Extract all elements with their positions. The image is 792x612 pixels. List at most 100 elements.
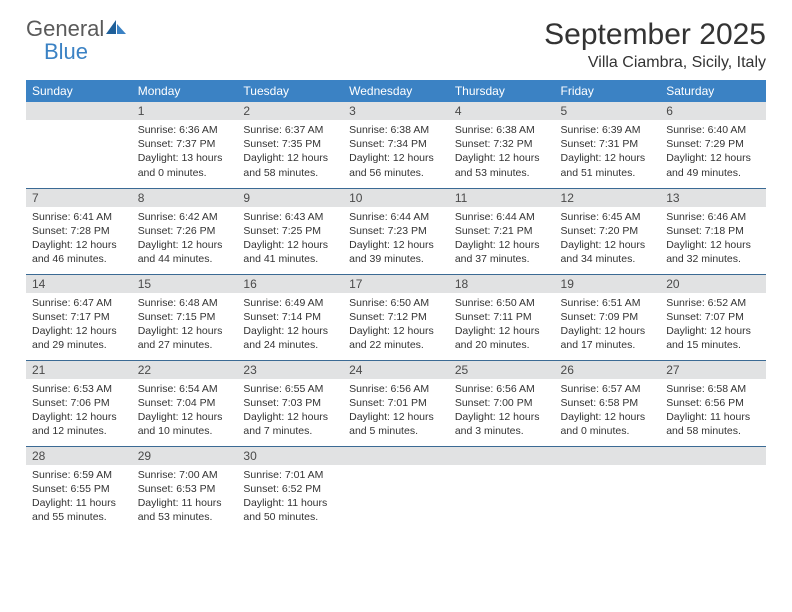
daylight-text: Daylight: 11 hours and 58 minutes. xyxy=(666,410,760,438)
day-number xyxy=(343,447,449,465)
day-number: 21 xyxy=(26,361,132,379)
calendar-cell xyxy=(660,446,766,532)
sunrise-text: Sunrise: 6:58 AM xyxy=(666,382,760,396)
daylight-text: Daylight: 12 hours and 44 minutes. xyxy=(138,238,232,266)
sunrise-text: Sunrise: 7:00 AM xyxy=(138,468,232,482)
calendar-week: 1Sunrise: 6:36 AMSunset: 7:37 PMDaylight… xyxy=(26,102,766,188)
day-number xyxy=(660,447,766,465)
day-number: 25 xyxy=(449,361,555,379)
day-details: Sunrise: 6:59 AMSunset: 6:55 PMDaylight:… xyxy=(26,465,132,529)
calendar-week: 28Sunrise: 6:59 AMSunset: 6:55 PMDayligh… xyxy=(26,446,766,532)
day-number: 18 xyxy=(449,275,555,293)
sunset-text: Sunset: 7:26 PM xyxy=(138,224,232,238)
day-number xyxy=(449,447,555,465)
daylight-text: Daylight: 12 hours and 51 minutes. xyxy=(561,151,655,179)
daylight-text: Daylight: 12 hours and 56 minutes. xyxy=(349,151,443,179)
day-number: 1 xyxy=(132,102,238,120)
day-number: 29 xyxy=(132,447,238,465)
calendar-cell: 23Sunrise: 6:55 AMSunset: 7:03 PMDayligh… xyxy=(237,360,343,446)
day-number: 24 xyxy=(343,361,449,379)
daylight-text: Daylight: 12 hours and 39 minutes. xyxy=(349,238,443,266)
sunset-text: Sunset: 7:23 PM xyxy=(349,224,443,238)
daylight-text: Daylight: 12 hours and 41 minutes. xyxy=(243,238,337,266)
sunset-text: Sunset: 7:03 PM xyxy=(243,396,337,410)
calendar-cell: 4Sunrise: 6:38 AMSunset: 7:32 PMDaylight… xyxy=(449,102,555,188)
sunrise-text: Sunrise: 6:43 AM xyxy=(243,210,337,224)
day-number: 7 xyxy=(26,189,132,207)
day-details: Sunrise: 6:44 AMSunset: 7:23 PMDaylight:… xyxy=(343,207,449,271)
day-number: 3 xyxy=(343,102,449,120)
daylight-text: Daylight: 12 hours and 53 minutes. xyxy=(455,151,549,179)
calendar-cell: 15Sunrise: 6:48 AMSunset: 7:15 PMDayligh… xyxy=(132,274,238,360)
calendar-cell: 10Sunrise: 6:44 AMSunset: 7:23 PMDayligh… xyxy=(343,188,449,274)
sunset-text: Sunset: 7:15 PM xyxy=(138,310,232,324)
sunset-text: Sunset: 7:06 PM xyxy=(32,396,126,410)
sunset-text: Sunset: 6:53 PM xyxy=(138,482,232,496)
day-number xyxy=(555,447,661,465)
calendar-cell: 26Sunrise: 6:57 AMSunset: 6:58 PMDayligh… xyxy=(555,360,661,446)
sunrise-text: Sunrise: 6:44 AM xyxy=(349,210,443,224)
calendar-cell xyxy=(555,446,661,532)
sunset-text: Sunset: 7:00 PM xyxy=(455,396,549,410)
day-header: Tuesday xyxy=(237,80,343,102)
sunrise-text: Sunrise: 6:59 AM xyxy=(32,468,126,482)
sunrise-text: Sunrise: 6:37 AM xyxy=(243,123,337,137)
logo-word1: General xyxy=(26,16,104,41)
daylight-text: Daylight: 12 hours and 22 minutes. xyxy=(349,324,443,352)
daylight-text: Daylight: 11 hours and 50 minutes. xyxy=(243,496,337,524)
daylight-text: Daylight: 12 hours and 34 minutes. xyxy=(561,238,655,266)
daylight-text: Daylight: 12 hours and 58 minutes. xyxy=(243,151,337,179)
day-number: 13 xyxy=(660,189,766,207)
page-header: General Blue September 2025 Villa Ciambr… xyxy=(26,18,766,72)
sunset-text: Sunset: 7:32 PM xyxy=(455,137,549,151)
daylight-text: Daylight: 12 hours and 5 minutes. xyxy=(349,410,443,438)
daylight-text: Daylight: 12 hours and 49 minutes. xyxy=(666,151,760,179)
day-details: Sunrise: 6:41 AMSunset: 7:28 PMDaylight:… xyxy=(26,207,132,271)
day-details xyxy=(449,465,555,521)
calendar-week: 7Sunrise: 6:41 AMSunset: 7:28 PMDaylight… xyxy=(26,188,766,274)
sunrise-text: Sunrise: 6:47 AM xyxy=(32,296,126,310)
day-details: Sunrise: 6:52 AMSunset: 7:07 PMDaylight:… xyxy=(660,293,766,357)
sunset-text: Sunset: 7:04 PM xyxy=(138,396,232,410)
day-details: Sunrise: 6:38 AMSunset: 7:32 PMDaylight:… xyxy=(449,120,555,184)
location-label: Villa Ciambra, Sicily, Italy xyxy=(544,54,766,72)
day-details: Sunrise: 6:48 AMSunset: 7:15 PMDaylight:… xyxy=(132,293,238,357)
sunrise-text: Sunrise: 6:36 AM xyxy=(138,123,232,137)
day-number: 9 xyxy=(237,189,343,207)
day-header: Monday xyxy=(132,80,238,102)
sunset-text: Sunset: 7:01 PM xyxy=(349,396,443,410)
daylight-text: Daylight: 13 hours and 0 minutes. xyxy=(138,151,232,179)
sunrise-text: Sunrise: 6:51 AM xyxy=(561,296,655,310)
day-number: 14 xyxy=(26,275,132,293)
day-number: 26 xyxy=(555,361,661,379)
day-details: Sunrise: 6:36 AMSunset: 7:37 PMDaylight:… xyxy=(132,120,238,184)
day-details: Sunrise: 7:01 AMSunset: 6:52 PMDaylight:… xyxy=(237,465,343,529)
day-details: Sunrise: 7:00 AMSunset: 6:53 PMDaylight:… xyxy=(132,465,238,529)
day-number: 4 xyxy=(449,102,555,120)
sunset-text: Sunset: 7:17 PM xyxy=(32,310,126,324)
daylight-text: Daylight: 11 hours and 53 minutes. xyxy=(138,496,232,524)
sunset-text: Sunset: 6:55 PM xyxy=(32,482,126,496)
calendar-cell: 24Sunrise: 6:56 AMSunset: 7:01 PMDayligh… xyxy=(343,360,449,446)
calendar-cell: 30Sunrise: 7:01 AMSunset: 6:52 PMDayligh… xyxy=(237,446,343,532)
calendar-cell: 21Sunrise: 6:53 AMSunset: 7:06 PMDayligh… xyxy=(26,360,132,446)
daylight-text: Daylight: 12 hours and 27 minutes. xyxy=(138,324,232,352)
calendar-cell: 29Sunrise: 7:00 AMSunset: 6:53 PMDayligh… xyxy=(132,446,238,532)
calendar-cell: 28Sunrise: 6:59 AMSunset: 6:55 PMDayligh… xyxy=(26,446,132,532)
sunset-text: Sunset: 7:21 PM xyxy=(455,224,549,238)
sunrise-text: Sunrise: 6:49 AM xyxy=(243,296,337,310)
calendar-cell: 16Sunrise: 6:49 AMSunset: 7:14 PMDayligh… xyxy=(237,274,343,360)
day-number: 2 xyxy=(237,102,343,120)
day-details: Sunrise: 6:53 AMSunset: 7:06 PMDaylight:… xyxy=(26,379,132,443)
sunrise-text: Sunrise: 6:38 AM xyxy=(455,123,549,137)
calendar-cell: 13Sunrise: 6:46 AMSunset: 7:18 PMDayligh… xyxy=(660,188,766,274)
day-details: Sunrise: 6:49 AMSunset: 7:14 PMDaylight:… xyxy=(237,293,343,357)
calendar-cell: 6Sunrise: 6:40 AMSunset: 7:29 PMDaylight… xyxy=(660,102,766,188)
sunrise-text: Sunrise: 6:48 AM xyxy=(138,296,232,310)
sunset-text: Sunset: 7:20 PM xyxy=(561,224,655,238)
calendar-cell xyxy=(343,446,449,532)
day-header: Saturday xyxy=(660,80,766,102)
sunset-text: Sunset: 7:37 PM xyxy=(138,137,232,151)
day-number: 27 xyxy=(660,361,766,379)
daylight-text: Daylight: 12 hours and 0 minutes. xyxy=(561,410,655,438)
